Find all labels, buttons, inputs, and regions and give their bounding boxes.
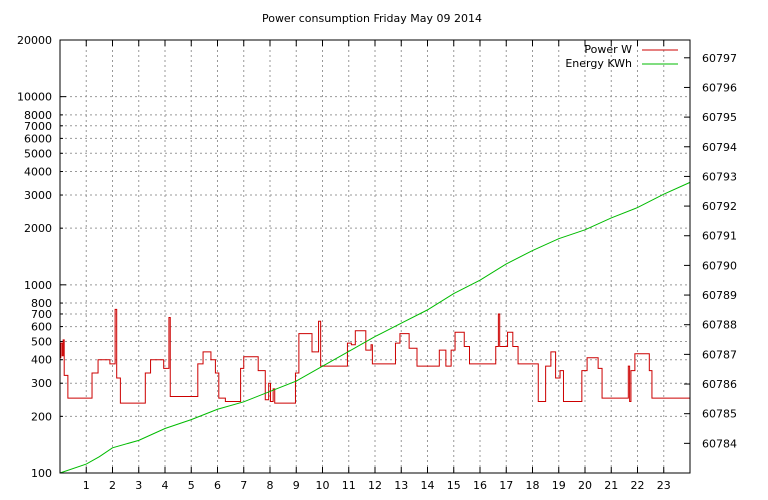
- x-tick-label: 12: [368, 479, 382, 492]
- y2-tick-label: 60787: [702, 348, 737, 361]
- x-tick-label: 4: [162, 479, 169, 492]
- y-tick-label: 600: [31, 321, 52, 334]
- x-tick-label: 1: [83, 479, 90, 492]
- y-tick-label: 700: [31, 308, 52, 321]
- x-tick-label: 7: [240, 479, 247, 492]
- series-line-energy: [59, 181, 691, 474]
- x-tick-label: 10: [316, 479, 330, 492]
- legend-label-power: Power W: [584, 43, 632, 56]
- y-tick-label: 7000: [24, 120, 52, 133]
- y2-tick-label: 60791: [702, 230, 737, 243]
- x-tick-label: 6: [214, 479, 221, 492]
- x-tick-label: 9: [293, 479, 300, 492]
- x-tick-label: 11: [342, 479, 356, 492]
- y-tick-label: 500: [31, 335, 52, 348]
- x-tick-label: 8: [267, 479, 274, 492]
- series-line-power: [60, 308, 690, 404]
- y-tick-label: 300: [31, 377, 52, 390]
- y2-tick-label: 60784: [702, 437, 737, 450]
- legend-label-energy: Energy KWh: [565, 57, 632, 70]
- y-tick-label: 800: [31, 297, 52, 310]
- y-tick-label: 400: [31, 354, 52, 367]
- y2-tick-label: 60790: [702, 259, 737, 272]
- x-tick-label: 16: [473, 479, 487, 492]
- y2-tick-label: 60793: [702, 170, 737, 183]
- y-tick-label: 6000: [24, 132, 52, 145]
- y2-tick-label: 60788: [702, 319, 737, 332]
- chart-title: Power consumption Friday May 09 2014: [262, 12, 482, 25]
- y2-tick-label: 60792: [702, 200, 737, 213]
- y2-tick-label: 60794: [702, 141, 737, 154]
- y-tick-label: 2000: [24, 222, 52, 235]
- y-tick-label: 100: [31, 467, 52, 480]
- plot-frame: [59, 39, 691, 474]
- y-tick-label: 3000: [24, 189, 52, 202]
- y2-tick-label: 60789: [702, 289, 737, 302]
- x-tick-label: 15: [447, 479, 461, 492]
- y2-tick-label: 60785: [702, 408, 737, 421]
- x-tick-label: 23: [657, 479, 671, 492]
- y2-tick-label: 60786: [702, 378, 737, 391]
- x-tick-label: 3: [135, 479, 142, 492]
- y-tick-label: 5000: [24, 147, 52, 160]
- y-tick-label: 8000: [24, 109, 52, 122]
- x-tick-label: 21: [604, 479, 618, 492]
- legend: Power W Energy KWh: [565, 43, 678, 70]
- x-tick-label: 14: [421, 479, 435, 492]
- x-tick-label: 20: [578, 479, 592, 492]
- y-tick-label: 1000: [24, 279, 52, 292]
- y-tick-label: 4000: [24, 166, 52, 179]
- x-tick-label: 22: [631, 479, 645, 492]
- axis-ticks: 1 2 3 4 5 6 7 8 9 10 11 12 13 14 15 16 17 18 19 20 21 22 23100…: [17, 34, 737, 492]
- y-tick-label: 10000: [17, 91, 52, 104]
- series-layer: [59, 181, 691, 474]
- x-tick-label: 5: [188, 479, 195, 492]
- x-tick-label: 2: [109, 479, 116, 492]
- x-tick-label: 17: [499, 479, 513, 492]
- x-tick-label: 18: [526, 479, 540, 492]
- x-tick-label: 19: [552, 479, 566, 492]
- y-tick-label: 200: [31, 410, 52, 423]
- y2-tick-label: 60795: [702, 111, 737, 124]
- y-tick-label: 20000: [17, 34, 52, 47]
- grid: [60, 39, 690, 474]
- y2-tick-label: 60797: [702, 52, 737, 65]
- x-tick-label: 13: [394, 479, 408, 492]
- y2-tick-label: 60796: [702, 81, 737, 94]
